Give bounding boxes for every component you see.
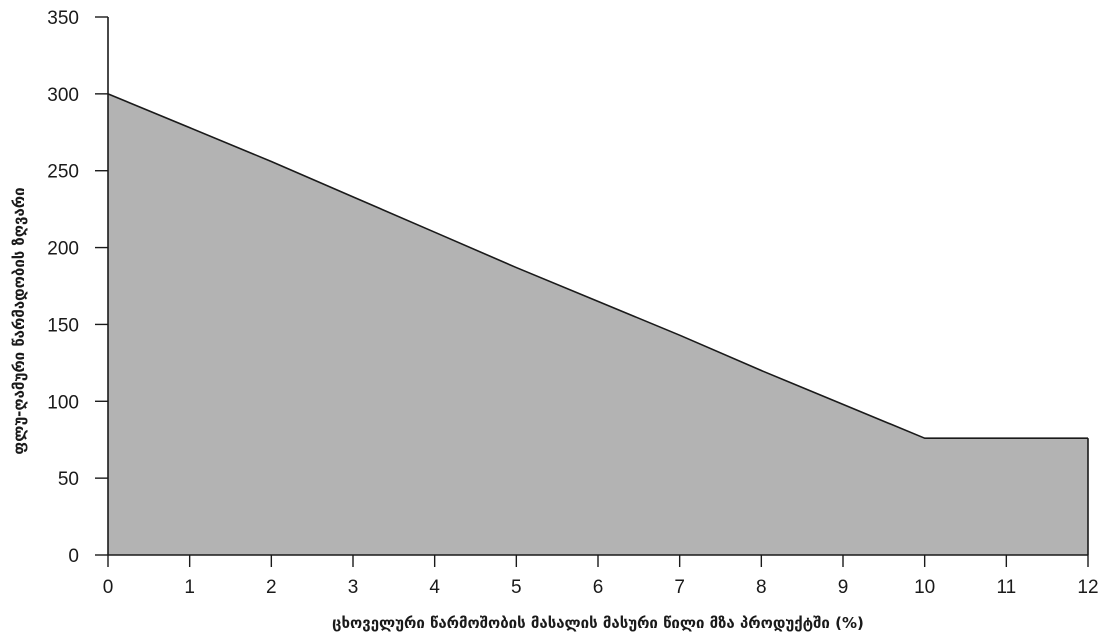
x-tick-label: 10 bbox=[914, 577, 935, 598]
y-axis-title: ფლუ-ღამური წარმადობის ზღვარი bbox=[10, 187, 28, 454]
y-tick-label: 50 bbox=[58, 469, 79, 490]
y-tick-label: 0 bbox=[68, 546, 79, 567]
x-tick-label: 9 bbox=[838, 577, 849, 598]
y-tick-label: 150 bbox=[47, 315, 79, 336]
y-tick-label: 200 bbox=[47, 239, 79, 260]
x-tick-label: 1 bbox=[184, 577, 195, 598]
y-tick-label: 250 bbox=[47, 162, 79, 183]
x-tick-label: 4 bbox=[429, 577, 440, 598]
area-fill-series-0 bbox=[108, 93, 1088, 556]
x-axis-title: ცხოველური წარმოშობის მასალის მასური წილი… bbox=[332, 614, 864, 632]
x-tick-label: 12 bbox=[1077, 577, 1098, 598]
y-tick-label: 300 bbox=[47, 85, 79, 106]
x-tick-label: 7 bbox=[674, 577, 685, 598]
y-tick-label: 100 bbox=[47, 392, 79, 413]
x-tick-label: 8 bbox=[756, 577, 767, 598]
x-tick-label: 2 bbox=[266, 577, 277, 598]
y-tick-label: 350 bbox=[47, 8, 79, 29]
plot-area bbox=[107, 93, 1089, 556]
x-tick-label: 0 bbox=[103, 577, 114, 598]
area-line-series-0 bbox=[107, 93, 1088, 439]
x-tick-label: 6 bbox=[593, 577, 604, 598]
axes bbox=[95, 16, 1089, 567]
x-tick-label: 3 bbox=[348, 577, 359, 598]
x-tick-label: 11 bbox=[996, 577, 1016, 598]
x-tick-label: 5 bbox=[511, 577, 522, 598]
